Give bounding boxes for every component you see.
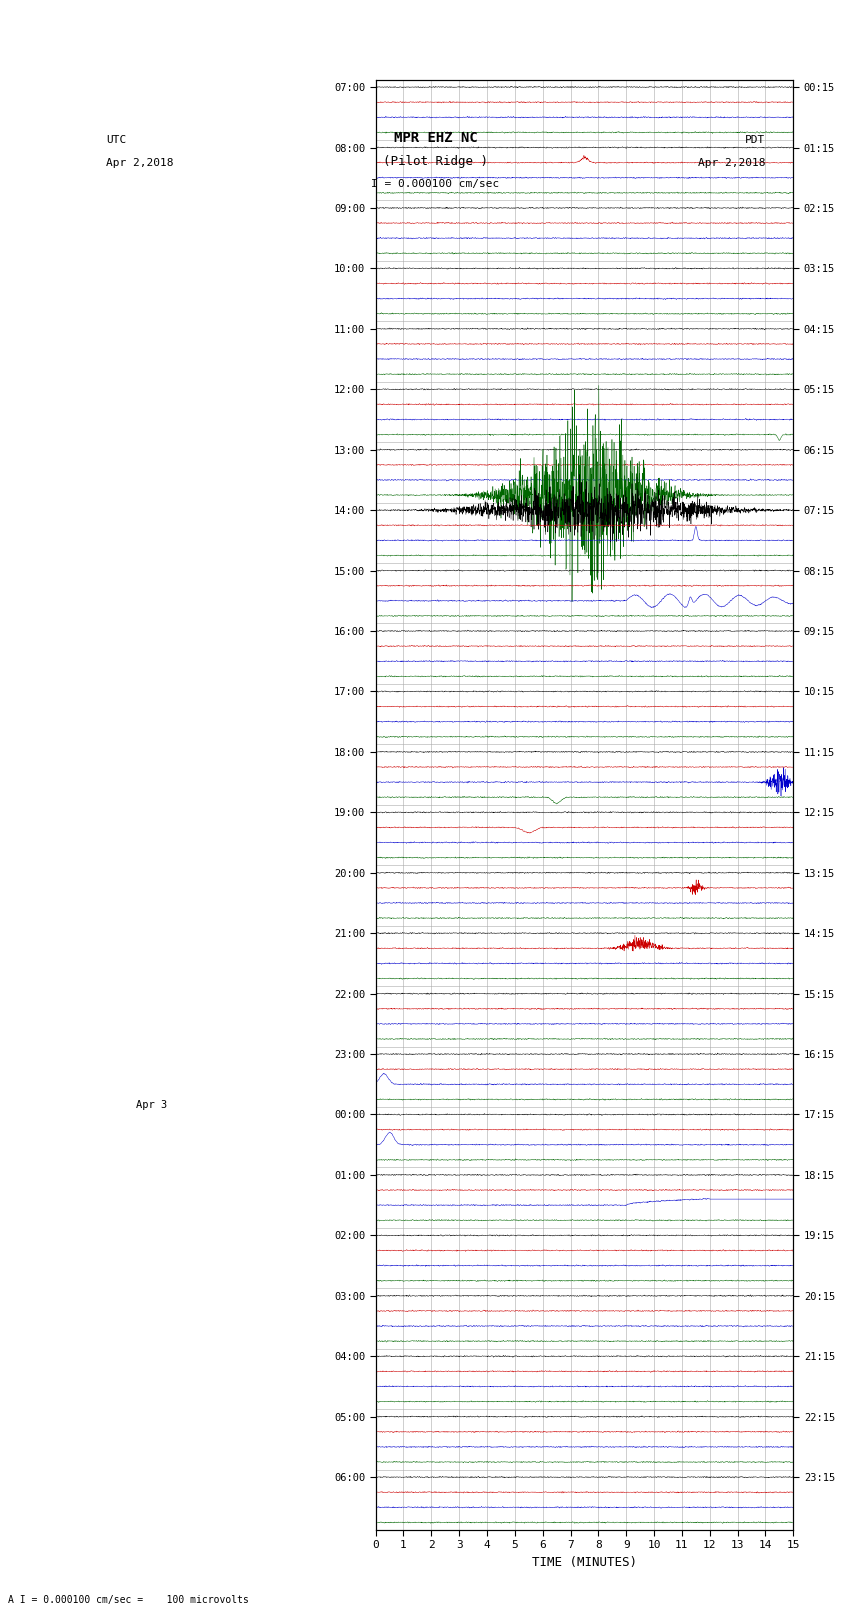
Text: Apr 2,2018: Apr 2,2018	[106, 158, 173, 168]
Text: MPR EHZ NC: MPR EHZ NC	[394, 131, 478, 145]
Text: Apr 2,2018: Apr 2,2018	[698, 158, 765, 168]
Text: UTC: UTC	[106, 135, 127, 145]
Text: PDT: PDT	[745, 135, 765, 145]
Text: (Pilot Ridge ): (Pilot Ridge )	[383, 155, 488, 168]
Text: A I = 0.000100 cm/sec =    100 microvolts: A I = 0.000100 cm/sec = 100 microvolts	[8, 1595, 249, 1605]
Text: I = 0.000100 cm/sec: I = 0.000100 cm/sec	[371, 179, 500, 189]
X-axis label: TIME (MINUTES): TIME (MINUTES)	[532, 1557, 637, 1569]
Text: Apr 3: Apr 3	[135, 1100, 167, 1110]
